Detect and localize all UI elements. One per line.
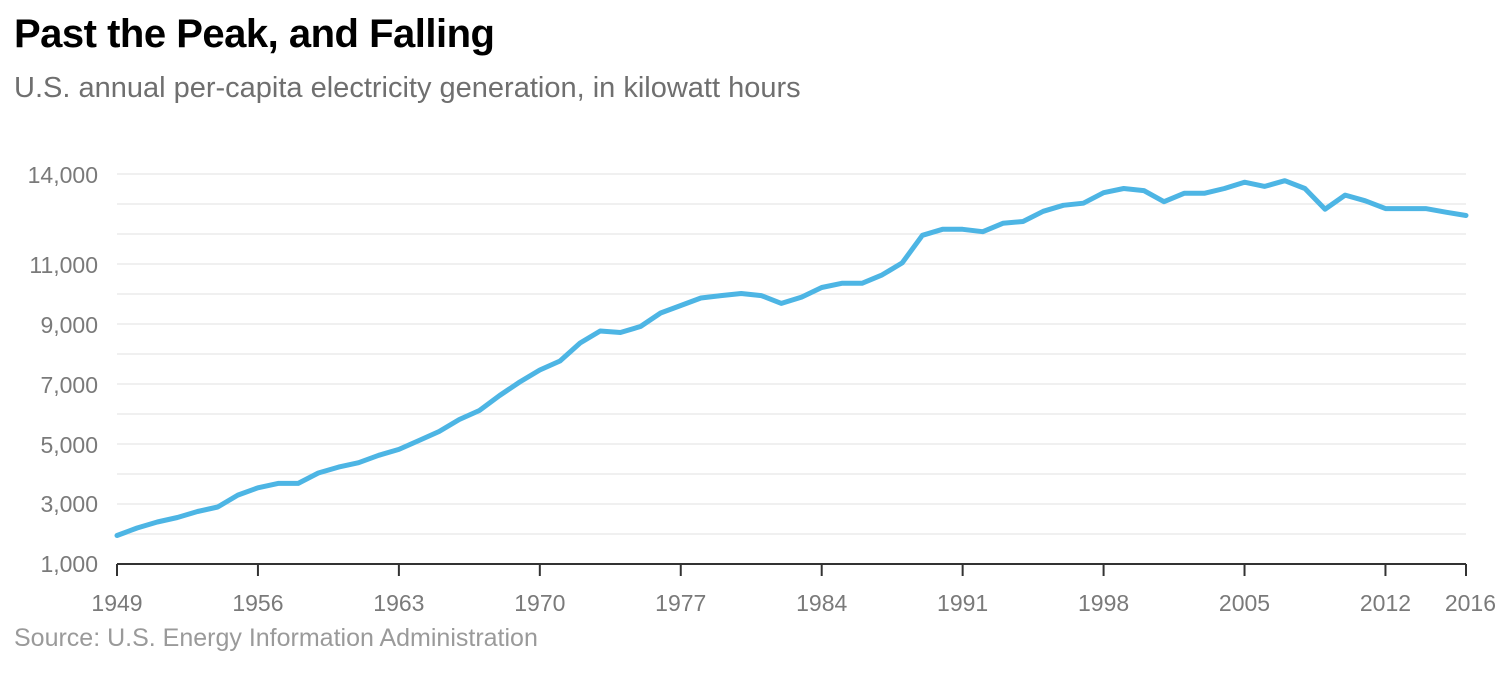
y-tick-labels: 1,000 3,000 5,000 7,000 9,000 11,000 14,000	[28, 162, 98, 577]
y-tick-label: 11,000	[29, 252, 98, 278]
y-tick-label: 7,000	[40, 372, 98, 398]
source-note: Source: U.S. Energy Information Administ…	[14, 624, 538, 652]
y-tick-label: 5,000	[40, 432, 98, 458]
x-tick-label: 1984	[796, 590, 847, 616]
y-tick-label: 1,000	[40, 551, 98, 577]
x-tick-label: 2016	[1445, 590, 1496, 616]
series-line	[114, 178, 1469, 538]
y-tick-label: 9,000	[40, 312, 98, 338]
grid-lines	[117, 173, 1466, 535]
chart-title: Past the Peak, and Falling	[14, 12, 495, 56]
x-tick-label: 1963	[373, 590, 424, 616]
chart-subtitle: U.S. annual per-capita electricity gener…	[14, 72, 801, 104]
y-tick-label: 14,000	[28, 162, 98, 188]
x-tick-label: 1949	[91, 590, 142, 616]
x-tick-label: 1970	[514, 590, 565, 616]
x-tick-label: 2005	[1219, 590, 1270, 616]
x-tick-label: 1977	[655, 590, 706, 616]
x-tick-label: 1956	[232, 590, 283, 616]
x-tick-label: 1998	[1078, 590, 1129, 616]
x-axis: 1949 1956 1963 1970 1977 1984 1991 1998 2005 2012…	[91, 563, 1496, 616]
y-tick-label: 3,000	[40, 491, 98, 517]
data-series	[114, 178, 1469, 538]
x-tick-label: 2012	[1360, 590, 1411, 616]
x-tick-label: 1991	[937, 590, 988, 616]
